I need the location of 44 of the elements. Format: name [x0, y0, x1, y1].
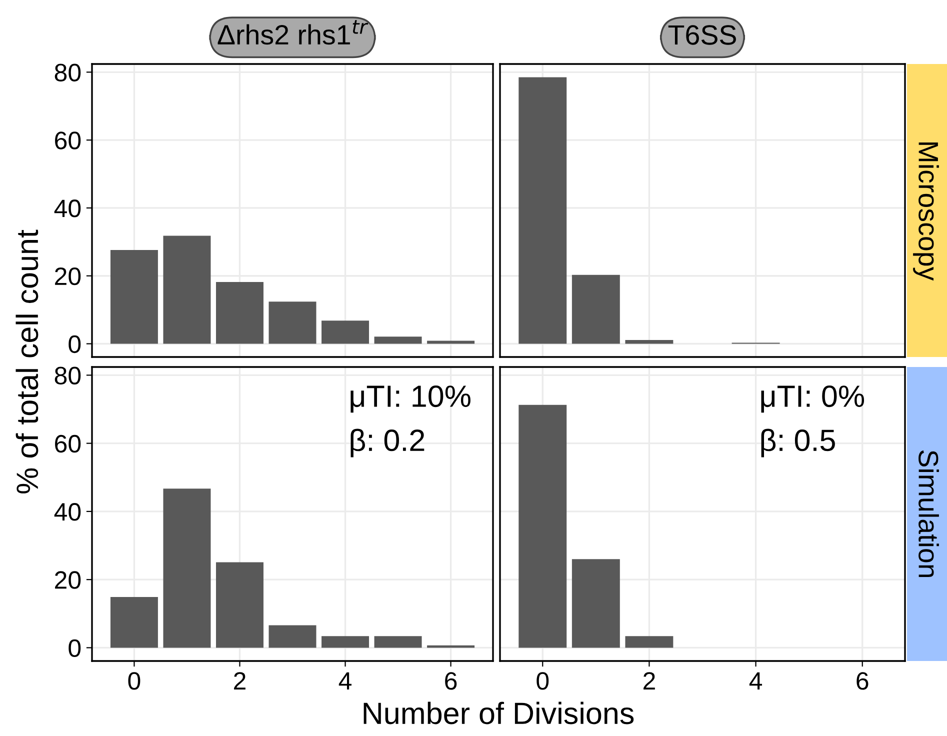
bar [163, 488, 211, 648]
y2-axis-title: Simulation [918, 450, 939, 578]
annotation: μTI: 0% [761, 385, 864, 413]
bar [216, 282, 264, 344]
y-axis-title: % of total cell count [16, 230, 38, 494]
bar [572, 274, 620, 344]
x-tick-label: 2 [644, 672, 655, 690]
y-tick-label: 0 [68, 335, 81, 354]
annotation: β: 0.5 [761, 428, 835, 458]
chart-title: T6SS [668, 25, 736, 45]
bar [322, 320, 370, 344]
y-tick-label: 60 [55, 434, 81, 453]
bar [625, 340, 674, 344]
x-tick-label: 0 [128, 672, 140, 690]
chart-title: Δrhs2 rhs1$^{tr}$ [218, 20, 368, 45]
x-tick-label: 6 [445, 672, 457, 690]
bar [374, 336, 422, 344]
x-tick-label: 4 [749, 672, 762, 690]
bar [374, 636, 422, 648]
y-tick-label: 0 [68, 639, 81, 658]
bar [216, 562, 264, 648]
y-tick-label: 20 [55, 267, 81, 286]
x-tick-label: 4 [338, 672, 352, 690]
y-tick-label: 40 [54, 503, 81, 521]
y-tick-label: 40 [54, 200, 81, 218]
x-axis-title: Number of Divisions [364, 702, 634, 724]
y-tick-label: 20 [55, 571, 81, 589]
bar [268, 625, 316, 648]
y-tick-label: 80 [54, 64, 81, 82]
bar [163, 236, 211, 344]
x-tick-label: 2 [234, 672, 246, 690]
x-tick-label: 6 [856, 672, 868, 690]
bar [110, 250, 158, 344]
bar [322, 636, 370, 648]
x-tick-label: 0 [536, 672, 549, 690]
bar [268, 302, 316, 344]
y-tick-label: 80 [54, 366, 81, 384]
y2-axis-title: Microscopy [913, 142, 939, 281]
bar [110, 596, 158, 648]
bar [427, 340, 475, 344]
annotation: β: 0.2 [350, 428, 424, 458]
annotation: μTI: 10% [350, 385, 470, 413]
bar [518, 77, 567, 344]
y-tick-label: 60 [55, 132, 81, 150]
